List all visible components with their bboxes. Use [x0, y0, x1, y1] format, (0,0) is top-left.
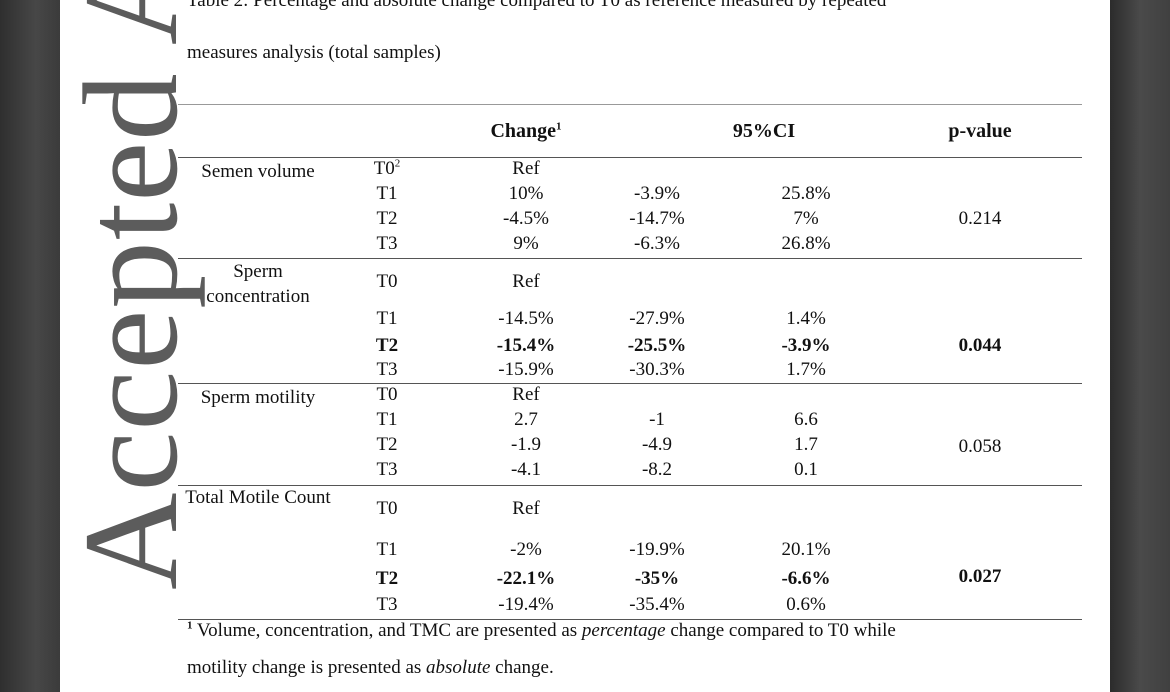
ci-upper: 1.7 — [794, 434, 818, 455]
footnote-marker: 1 — [187, 619, 193, 632]
time-point: T2 — [375, 568, 399, 589]
change-value: -4.1 — [510, 459, 542, 480]
group-separator — [178, 383, 1082, 384]
time-point: T2 — [376, 208, 398, 229]
group-separator — [178, 258, 1082, 259]
ci-lower: -4.9 — [641, 434, 673, 455]
ci-upper: 1.4% — [786, 308, 826, 329]
time-point: T0 — [376, 384, 398, 405]
ci-lower: -35% — [634, 568, 680, 589]
time-point: T3 — [376, 594, 398, 615]
ci-lower: -25.5% — [627, 335, 687, 356]
p-value: 0.058 — [958, 436, 1002, 457]
footnote-line1: 1 Volume, concentration, and TMC are pre… — [187, 619, 896, 641]
ci-lower: -3.9% — [634, 183, 680, 204]
header-95ci: 95%CI — [732, 120, 796, 142]
change-value: -15.4% — [496, 335, 556, 356]
ci-upper: -3.9% — [781, 335, 831, 356]
change-value: Ref — [512, 158, 540, 179]
time-point: T3 — [376, 459, 398, 480]
group-label: Sperm motility — [200, 387, 316, 408]
time-point: T3 — [376, 233, 398, 254]
p-value: 0.214 — [958, 208, 1002, 229]
header-pvalue: p-value — [948, 120, 1012, 142]
change-value: -22.1% — [496, 568, 556, 589]
ci-lower: -8.2 — [641, 459, 673, 480]
p-value: 0.044 — [958, 335, 1002, 356]
time-point: T2 — [375, 335, 399, 356]
ci-lower: -14.7% — [629, 208, 685, 229]
ci-upper: 1.7% — [786, 359, 826, 380]
table-caption-line1: Table 2: Percentage and absolute change … — [187, 0, 887, 11]
time-footnote-marker: 2 — [394, 157, 401, 170]
time-point: T1 — [376, 308, 398, 329]
group-label: Total Motile Count — [185, 487, 331, 508]
change-value: -14.5% — [498, 308, 554, 329]
time-point: T1 — [376, 183, 398, 204]
document-page: Accepted A Table 2: Percentage and absol… — [60, 0, 1110, 692]
footnote-line2: motility change is presented as absolute… — [187, 657, 554, 678]
accepted-watermark: Accepted A — [60, 0, 206, 590]
viewer-left-margin — [0, 0, 60, 692]
table-bottom-rule — [178, 619, 1082, 620]
ci-upper: 7% — [793, 208, 819, 229]
time-point: T02 — [373, 157, 401, 179]
header-change: Change1 — [490, 120, 562, 142]
change-value: 2.7 — [514, 409, 538, 430]
change-value: -1.9 — [510, 434, 542, 455]
group-label: Sperm concentration — [206, 261, 310, 307]
ci-lower: -30.3% — [629, 359, 685, 380]
time-point: T1 — [376, 539, 398, 560]
group-separator — [178, 485, 1082, 486]
ci-lower: -19.9% — [629, 539, 685, 560]
ci-lower: -6.3% — [634, 233, 680, 254]
ci-upper: -6.6% — [781, 568, 831, 589]
time-point: T1 — [376, 409, 398, 430]
change-value: -19.4% — [498, 594, 554, 615]
table-caption-line2: measures analysis (total samples) — [187, 42, 441, 63]
viewer-right-margin — [1110, 0, 1170, 692]
ci-upper: 20.1% — [781, 539, 831, 560]
time-point: T3 — [376, 359, 398, 380]
ci-upper: 0.6% — [786, 594, 826, 615]
change-value: 9% — [513, 233, 539, 254]
ci-upper: 6.6 — [794, 409, 818, 430]
change-value: -15.9% — [498, 359, 554, 380]
change-value: Ref — [512, 498, 540, 519]
ci-lower: -35.4% — [629, 594, 685, 615]
group-label: Semen volume — [201, 161, 315, 182]
table-top-rule — [178, 104, 1082, 105]
ci-lower: -1 — [649, 409, 665, 430]
ci-upper: 25.8% — [781, 183, 831, 204]
ci-lower: -27.9% — [629, 308, 685, 329]
change-value: -2% — [510, 539, 542, 560]
change-value: -4.5% — [503, 208, 549, 229]
header-rule — [178, 157, 1082, 158]
change-value: 10% — [508, 183, 544, 204]
p-value: 0.027 — [958, 566, 1002, 587]
time-point: T2 — [376, 434, 398, 455]
change-value: Ref — [512, 271, 540, 292]
time-point: T0 — [376, 498, 398, 519]
ci-upper: 26.8% — [781, 233, 831, 254]
time-point: T0 — [376, 271, 398, 292]
change-value: Ref — [512, 384, 540, 405]
ci-upper: 0.1 — [794, 459, 818, 480]
